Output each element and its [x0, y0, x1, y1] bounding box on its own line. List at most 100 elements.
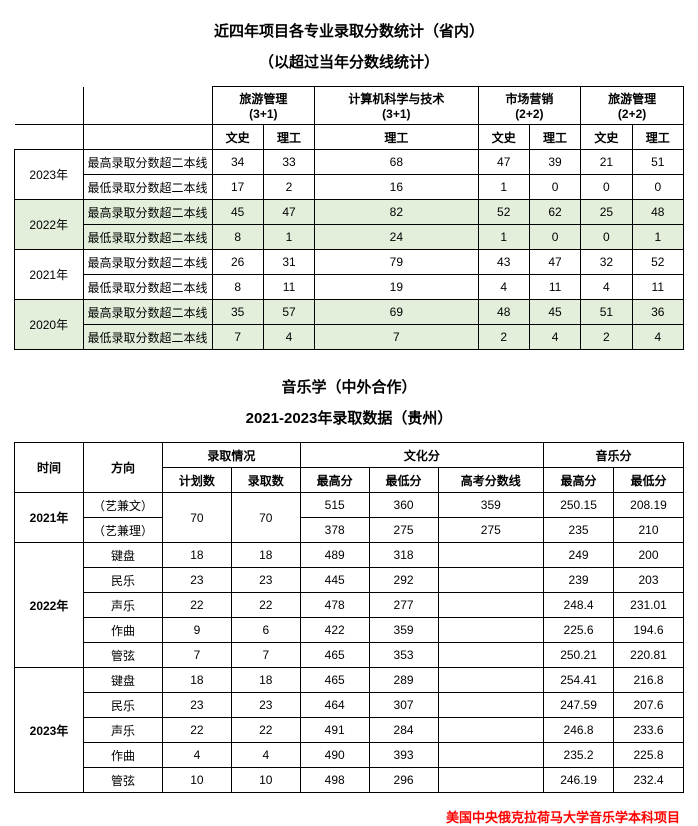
- cmin-cell: 307: [369, 693, 438, 718]
- line-cell: [438, 543, 544, 568]
- data-cell: 47: [529, 250, 580, 275]
- data-cell: 48: [632, 200, 683, 225]
- row-label: 最高录取分数超二本线: [83, 250, 212, 275]
- data-cell: 7: [212, 325, 263, 350]
- col-line: 高考分数线: [438, 468, 544, 493]
- data-cell: 11: [263, 275, 314, 300]
- year-cell: 2023年: [15, 668, 84, 793]
- col-min2: 最低分: [614, 468, 684, 493]
- plan-cell: 22: [163, 718, 232, 743]
- data-cell: 25: [581, 200, 632, 225]
- data-cell: 79: [315, 250, 478, 275]
- cmin-cell: 275: [369, 518, 438, 543]
- year-cell: 2022年: [15, 543, 84, 668]
- data-cell: 0: [581, 175, 632, 200]
- enroll-cell: 23: [231, 568, 300, 593]
- mmax-cell: 250.15: [544, 493, 614, 518]
- major-head: 旅游管理 (3+1): [212, 87, 315, 125]
- cmax-cell: 490: [300, 743, 369, 768]
- row-label: 最低录取分数超二本线: [83, 275, 212, 300]
- line-cell: [438, 668, 544, 693]
- cmin-cell: 292: [369, 568, 438, 593]
- subcol: 文史: [478, 125, 529, 150]
- data-cell: 26: [212, 250, 263, 275]
- data-cell: 4: [581, 275, 632, 300]
- dir-cell: （艺兼理）: [84, 518, 163, 543]
- row-label: 最高录取分数超二本线: [83, 150, 212, 175]
- enroll-cell: 23: [231, 693, 300, 718]
- mmin-cell: 216.8: [614, 668, 684, 693]
- data-cell: 7: [315, 325, 478, 350]
- cmin-cell: 289: [369, 668, 438, 693]
- dir-cell: 键盘: [84, 668, 163, 693]
- data-cell: 39: [529, 150, 580, 175]
- dir-cell: 键盘: [84, 543, 163, 568]
- enroll-cell: 10: [231, 768, 300, 793]
- cmin-cell: 359: [369, 618, 438, 643]
- mmax-cell: 239: [544, 568, 614, 593]
- data-cell: 17: [212, 175, 263, 200]
- mmax-cell: 246.19: [544, 768, 614, 793]
- mmin-cell: 200: [614, 543, 684, 568]
- cmax-cell: 422: [300, 618, 369, 643]
- data-cell: 0: [529, 175, 580, 200]
- mmin-cell: 220.81: [614, 643, 684, 668]
- data-cell: 11: [529, 275, 580, 300]
- mmin-cell: 231.01: [614, 593, 684, 618]
- line-cell: [438, 593, 544, 618]
- data-cell: 32: [581, 250, 632, 275]
- line-cell: [438, 643, 544, 668]
- data-cell: 24: [315, 225, 478, 250]
- section2-subtitle: 2021-2023年录取数据（贵州）: [14, 407, 684, 428]
- data-cell: 48: [478, 300, 529, 325]
- line-cell: [438, 693, 544, 718]
- cmin-cell: 284: [369, 718, 438, 743]
- col-enroll: 录取数: [231, 468, 300, 493]
- major-head: 市场营销 (2+2): [478, 87, 581, 125]
- mmin-cell: 208.19: [614, 493, 684, 518]
- cmin-cell: 277: [369, 593, 438, 618]
- data-cell: 1: [478, 225, 529, 250]
- section1-subtitle: （以超过当年分数线统计）: [14, 51, 684, 72]
- data-cell: 33: [263, 150, 314, 175]
- cmax-cell: 498: [300, 768, 369, 793]
- enroll-cell: 7: [231, 643, 300, 668]
- mmax-cell: 249: [544, 543, 614, 568]
- data-cell: 0: [632, 175, 683, 200]
- line-cell: [438, 618, 544, 643]
- data-cell: 52: [632, 250, 683, 275]
- cmax-cell: 465: [300, 668, 369, 693]
- cmax-cell: 515: [300, 493, 369, 518]
- cmax-cell: 378: [300, 518, 369, 543]
- year-cell: 2021年: [15, 250, 84, 300]
- line-cell: 275: [438, 518, 544, 543]
- footer-text: 美国中央俄克拉荷马大学音乐学本科项目: [14, 807, 684, 826]
- row-label: 最低录取分数超二本线: [83, 175, 212, 200]
- data-cell: 1: [263, 225, 314, 250]
- section1-title: 近四年项目各专业录取分数统计（省内）: [14, 20, 684, 41]
- data-cell: 47: [263, 200, 314, 225]
- data-cell: 45: [212, 200, 263, 225]
- line-cell: 359: [438, 493, 544, 518]
- row-label: 最高录取分数超二本线: [83, 300, 212, 325]
- data-cell: 43: [478, 250, 529, 275]
- cmin-cell: 393: [369, 743, 438, 768]
- plan-cell: 23: [163, 568, 232, 593]
- mmax-cell: 235.2: [544, 743, 614, 768]
- dir-cell: 管弦: [84, 643, 163, 668]
- table1: 旅游管理 (3+1) 计算机科学与技术 (3+1) 市场营销 (2+2) 旅游管…: [14, 86, 684, 350]
- enroll-cell: 18: [231, 668, 300, 693]
- data-cell: 52: [478, 200, 529, 225]
- blank-head: [15, 125, 84, 150]
- enroll-cell: 6: [231, 618, 300, 643]
- col-min: 最低分: [369, 468, 438, 493]
- col-culture: 文化分: [300, 443, 543, 468]
- data-cell: 4: [263, 325, 314, 350]
- data-cell: 1: [478, 175, 529, 200]
- dir-cell: 管弦: [84, 768, 163, 793]
- section2-title: 音乐学（中外合作）: [14, 376, 684, 397]
- mmax-cell: 250.21: [544, 643, 614, 668]
- mmin-cell: 233.6: [614, 718, 684, 743]
- cmax-cell: 489: [300, 543, 369, 568]
- data-cell: 2: [581, 325, 632, 350]
